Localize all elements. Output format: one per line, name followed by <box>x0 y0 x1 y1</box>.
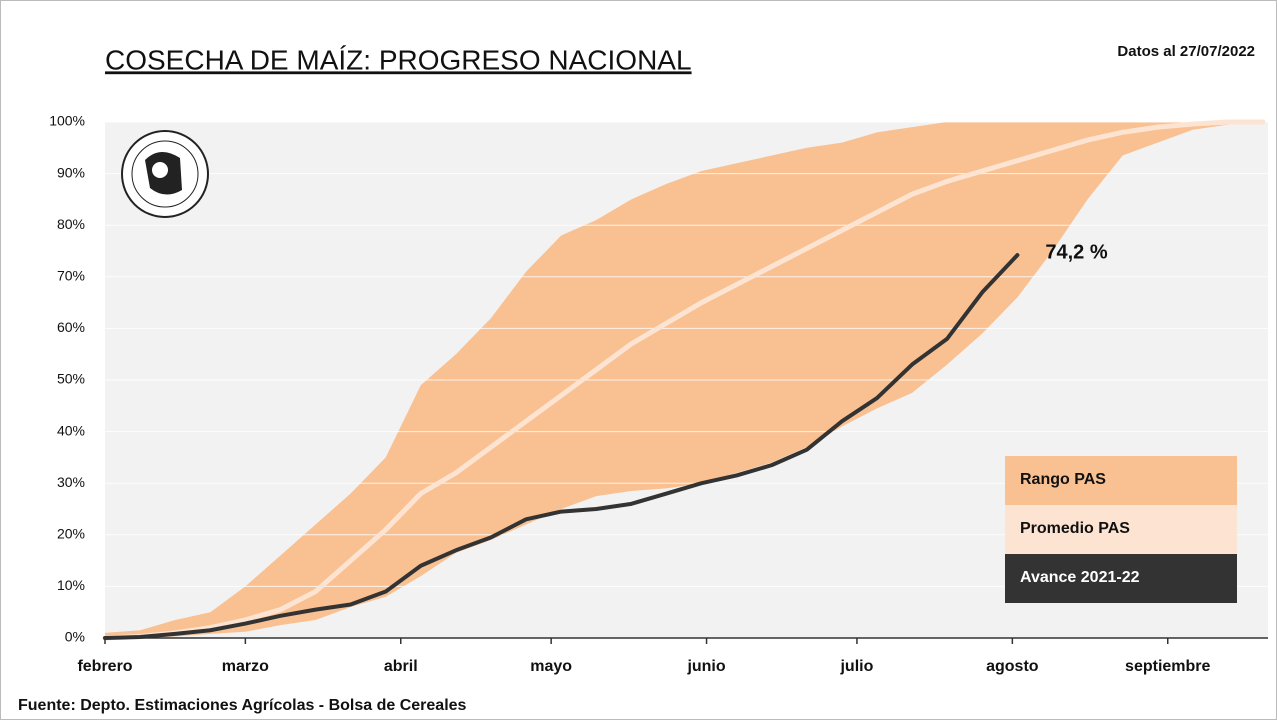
x-tick-label: agosto <box>986 658 1039 675</box>
series-line <box>103 253 1020 640</box>
legend-swatch <box>1005 554 1237 603</box>
source: Fuente: Depto. Estimaciones Agrícolas - … <box>18 697 467 714</box>
x-tick-label: marzo <box>222 658 269 675</box>
x-tick-label: abril <box>384 658 418 675</box>
chart-title: COSECHA DE MAÍZ: PROGRESO NACIONAL <box>105 44 692 75</box>
y-tick-label: 20% <box>57 526 85 542</box>
date-note: Datos al 27/07/2022 <box>1117 43 1255 60</box>
value-label: 74,2 % <box>1045 241 1107 263</box>
y-tick-label: 0% <box>65 629 85 645</box>
y-tick-label: 60% <box>57 319 85 335</box>
y-tick-label: 100% <box>49 113 85 129</box>
plot: 0% 10% 20% 30% 40% 50% 60% 70% 80% 90% 100% 74,2 % f… <box>49 113 1268 675</box>
x-tick-label: febrero <box>77 658 132 675</box>
y-tick-label: 40% <box>57 422 85 438</box>
x-tick-label: septiembre <box>1125 658 1210 675</box>
legend-swatch <box>1005 456 1237 505</box>
y-tick-label: 90% <box>57 164 85 180</box>
legend-label: Promedio PAS <box>1020 520 1130 537</box>
legend-label: Rango PAS <box>1020 471 1106 488</box>
legend-swatch <box>1005 505 1237 554</box>
x-tick-label: julio <box>839 658 873 675</box>
y-tick-label: 80% <box>57 216 85 232</box>
x-tick-label: junio <box>686 658 725 675</box>
y-tick-label: 50% <box>57 371 85 387</box>
series-line <box>102 119 1266 641</box>
logo <box>121 130 209 218</box>
y-tick-label: 30% <box>57 474 85 490</box>
y-tick-label: 10% <box>57 577 85 593</box>
legend-label: Avance 2021-22 <box>1020 569 1140 586</box>
y-tick-label: 70% <box>57 268 85 284</box>
x-tick-label: mayo <box>530 658 572 675</box>
